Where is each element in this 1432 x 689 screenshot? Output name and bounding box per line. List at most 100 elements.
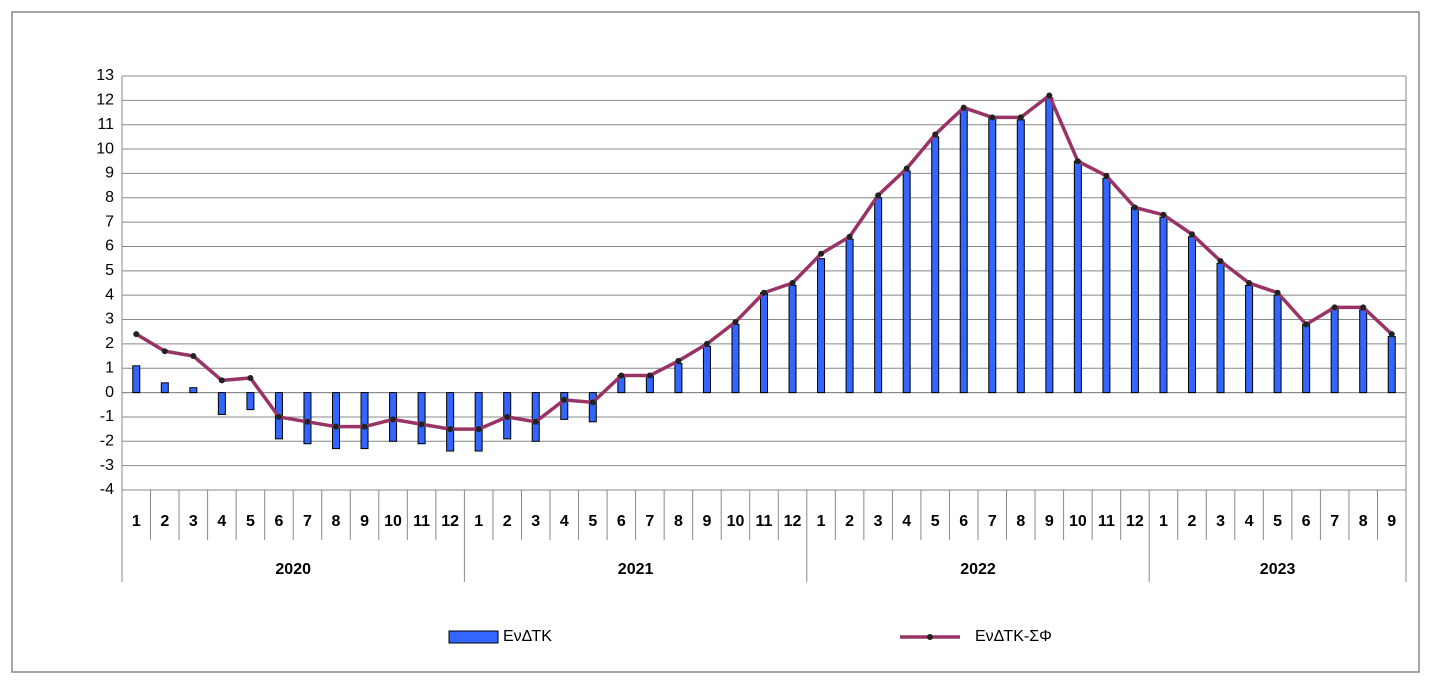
- y-tick-label: 4: [105, 286, 114, 303]
- line-marker: [475, 426, 482, 433]
- x-tick-label: 8: [1359, 513, 1368, 530]
- bar: [1245, 284, 1254, 394]
- line-marker: [532, 418, 539, 425]
- y-tick-label: 13: [96, 67, 114, 84]
- x-tick-label: 12: [784, 513, 802, 530]
- x-tick-label: 2: [845, 513, 854, 530]
- chart-frame: [11, 11, 1420, 673]
- x-tick-label: 3: [1216, 513, 1225, 530]
- line-marker: [361, 423, 368, 430]
- line-marker: [247, 374, 254, 381]
- x-tick-label: 2: [503, 513, 512, 530]
- line-marker: [1303, 321, 1310, 328]
- bar: [731, 323, 740, 394]
- x-tick-label: 8: [1016, 513, 1025, 530]
- x-tick-label: 5: [246, 513, 255, 530]
- line-marker: [1360, 304, 1367, 311]
- x-tick-label: 9: [1387, 513, 1396, 530]
- x-tick-label: 12: [1126, 513, 1144, 530]
- bar: [189, 387, 198, 394]
- x-tick-label: 3: [531, 513, 540, 530]
- y-tick-label: 2: [105, 335, 114, 352]
- bar: [160, 382, 169, 394]
- x-tick-label: 7: [1330, 513, 1339, 530]
- y-tick-label: 7: [105, 213, 114, 230]
- bar: [931, 136, 940, 394]
- x-tick-label: 10: [384, 513, 402, 530]
- line-marker: [1189, 231, 1195, 238]
- bar: [874, 197, 883, 394]
- line-marker: [1331, 304, 1338, 311]
- line-marker: [618, 372, 625, 379]
- bar: [1330, 306, 1339, 394]
- bar: [1273, 294, 1282, 394]
- line-marker: [875, 192, 882, 199]
- bar: [132, 365, 141, 394]
- y-tick-label: 3: [105, 311, 114, 328]
- line-marker: [1103, 172, 1110, 179]
- line-marker: [932, 131, 939, 138]
- line-marker: [190, 353, 197, 360]
- y-tick-label: -1: [100, 408, 114, 425]
- line-marker: [1074, 158, 1081, 165]
- x-tick-label: 1: [817, 513, 826, 530]
- line-marker: [1388, 331, 1395, 338]
- line-marker: [504, 413, 511, 420]
- bar: [560, 392, 569, 420]
- x-tick-label: 11: [1098, 513, 1115, 530]
- bar: [817, 258, 826, 394]
- x-tick-label: 8: [674, 513, 683, 530]
- line-marker: [761, 289, 767, 296]
- legend-label: ΕνΔΤΚ-ΣΦ: [975, 628, 1052, 645]
- x-tick-label: 5: [1273, 513, 1282, 530]
- legend-swatch: [448, 630, 499, 644]
- line-marker: [846, 233, 853, 240]
- line-marker: [646, 372, 653, 379]
- x-tick-label: 1: [1159, 513, 1168, 530]
- line-marker: [1274, 289, 1281, 296]
- bar: [417, 392, 426, 445]
- y-tick-label: 11: [97, 116, 114, 133]
- legend-swatch: [927, 634, 933, 640]
- bar: [702, 345, 711, 394]
- x-tick-label: 6: [959, 513, 968, 530]
- x-tick-label: 12: [441, 513, 459, 530]
- bar: [474, 392, 483, 452]
- x-tick-label: 7: [303, 513, 312, 530]
- bar: [1188, 236, 1196, 394]
- y-tick-label: 6: [105, 238, 114, 255]
- bar: [1159, 216, 1168, 394]
- year-label: 2023: [1260, 561, 1296, 578]
- x-tick-label: 10: [727, 513, 745, 530]
- x-tick-label: 1: [132, 513, 141, 530]
- bar: [788, 284, 797, 394]
- x-tick-label: 6: [274, 513, 283, 530]
- y-tick-label: -3: [100, 457, 114, 474]
- bar: [988, 116, 997, 394]
- y-tick-label: 5: [105, 262, 114, 279]
- legend-label: ΕνΔΤΚ: [503, 628, 552, 645]
- bar: [674, 362, 683, 394]
- bar: [1045, 97, 1054, 394]
- x-tick-label: 6: [1302, 513, 1311, 530]
- x-tick-label: 8: [332, 513, 341, 530]
- y-tick-label: 10: [96, 140, 114, 157]
- y-tick-label: -4: [100, 481, 114, 498]
- line-marker: [903, 165, 910, 172]
- bar: [1073, 160, 1082, 394]
- line-marker: [275, 413, 282, 420]
- bar: [332, 392, 340, 450]
- y-tick-label: 9: [105, 165, 114, 182]
- line-marker: [447, 426, 454, 433]
- x-tick-label: 5: [931, 513, 940, 530]
- line-marker: [818, 250, 825, 257]
- x-tick-label: 11: [756, 513, 773, 530]
- bar: [446, 392, 455, 452]
- x-tick-label: 2: [160, 513, 169, 530]
- line-marker: [1246, 280, 1253, 286]
- year-label: 2020: [275, 561, 311, 578]
- x-tick-label: 4: [902, 513, 911, 530]
- x-tick-label: 3: [874, 513, 883, 530]
- bar: [1387, 336, 1396, 394]
